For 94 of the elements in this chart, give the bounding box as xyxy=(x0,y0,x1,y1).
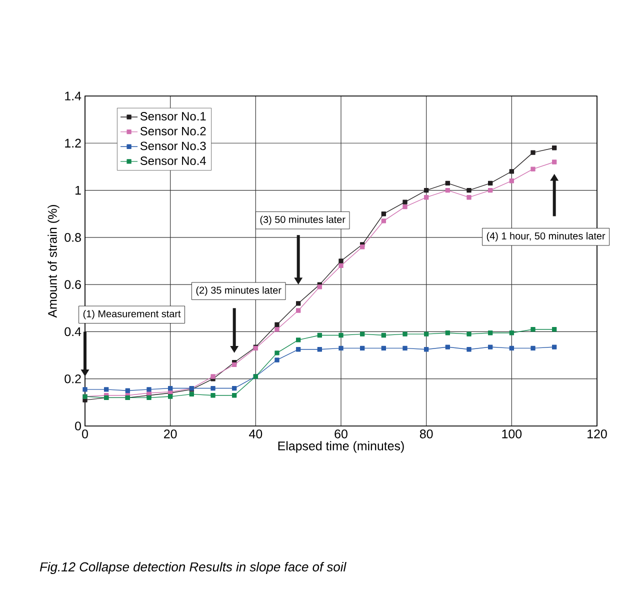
y-axis-title: Amount of strain (%) xyxy=(48,205,60,318)
point xyxy=(488,180,493,186)
point xyxy=(424,347,429,352)
point xyxy=(488,344,493,350)
point xyxy=(146,395,152,400)
point xyxy=(296,347,301,352)
x-tick-label: 40 xyxy=(249,430,262,438)
point xyxy=(317,284,322,290)
annotation: (2) 35 minutes later xyxy=(196,286,282,296)
point xyxy=(381,218,386,224)
point xyxy=(402,346,408,351)
point xyxy=(552,327,557,332)
x-axis-title: Elapsed time (minutes) xyxy=(278,441,404,453)
x-tick-label: 0 xyxy=(82,430,88,438)
legend-label: Sensor No.2 xyxy=(140,126,206,136)
point xyxy=(509,330,514,336)
point xyxy=(360,244,365,250)
y-tick-label: 0.4 xyxy=(64,327,82,336)
point xyxy=(445,344,450,350)
point xyxy=(232,393,237,398)
point xyxy=(466,195,472,200)
legend-label: Sensor No.3 xyxy=(140,142,206,150)
point xyxy=(466,188,472,193)
point xyxy=(360,332,365,336)
point xyxy=(530,150,536,155)
point xyxy=(509,178,514,184)
text: Fig.12 Collapse detection Results in slope face of soil xyxy=(40,562,346,574)
point xyxy=(338,346,344,351)
point xyxy=(168,394,173,399)
y-tick-label: 0.6 xyxy=(64,280,81,289)
point xyxy=(274,350,280,356)
point xyxy=(317,332,322,338)
x-tick-label: 60 xyxy=(334,430,348,438)
point xyxy=(296,338,301,342)
point xyxy=(530,327,536,332)
point xyxy=(488,188,493,193)
annotation: (4) 1 hour, 50 minutes later xyxy=(486,232,606,242)
point xyxy=(466,347,472,352)
x-tick-label: 20 xyxy=(164,430,177,438)
point xyxy=(274,322,280,327)
legend-label: Sensor No.4 xyxy=(140,156,206,165)
legend-label: Sensor No.1 xyxy=(140,112,206,121)
x-tick-label: 120 xyxy=(588,430,607,438)
point xyxy=(274,358,280,362)
point xyxy=(296,301,301,306)
point xyxy=(552,344,557,350)
point xyxy=(296,308,301,313)
point xyxy=(82,387,88,392)
x-tick-label: 100 xyxy=(502,430,522,438)
point xyxy=(509,346,514,351)
x-tick-label: 80 xyxy=(420,430,433,438)
point xyxy=(168,386,173,391)
point xyxy=(232,386,237,391)
point xyxy=(402,204,408,210)
point xyxy=(530,346,536,351)
point xyxy=(445,188,450,193)
point xyxy=(338,332,344,338)
point xyxy=(445,330,450,336)
point xyxy=(125,388,130,393)
point xyxy=(552,146,557,150)
point xyxy=(210,386,216,391)
point xyxy=(424,332,429,336)
point xyxy=(317,347,322,352)
y-tick-label: 1.4 xyxy=(65,92,82,100)
annotation: (1) Measurement start xyxy=(83,310,181,320)
annotation: (3) 50 minutes later xyxy=(260,216,346,225)
point xyxy=(402,332,408,336)
point xyxy=(338,263,344,268)
point xyxy=(338,258,344,264)
point xyxy=(530,166,536,172)
point xyxy=(552,160,557,164)
point xyxy=(402,200,408,204)
point xyxy=(488,330,493,336)
y-tick-label: 1 xyxy=(76,186,81,195)
point xyxy=(104,387,109,392)
point xyxy=(424,188,429,193)
point xyxy=(424,195,429,200)
point xyxy=(146,387,152,392)
point xyxy=(274,327,280,332)
point xyxy=(189,392,194,397)
y-tick-label: 0.2 xyxy=(64,374,81,384)
point xyxy=(445,180,450,186)
point xyxy=(381,212,386,216)
point xyxy=(210,393,216,398)
point xyxy=(466,332,472,336)
point xyxy=(360,346,365,351)
y-tick-label: 0 xyxy=(75,422,81,430)
point xyxy=(232,362,237,368)
y-tick-label: 0.8 xyxy=(64,233,81,242)
y-tick-label: 1.2 xyxy=(65,138,81,148)
point xyxy=(381,332,386,338)
point xyxy=(509,169,514,174)
point xyxy=(381,346,386,351)
point xyxy=(210,374,216,379)
